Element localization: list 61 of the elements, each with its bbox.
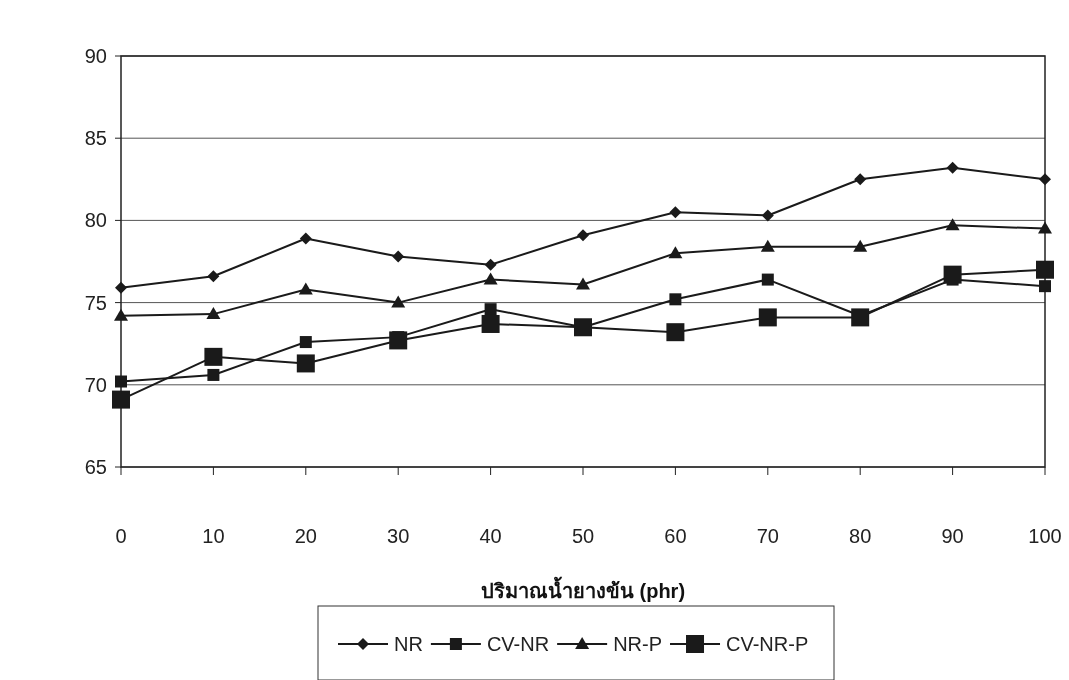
point [1038,221,1052,234]
point [298,282,313,295]
point [484,303,497,316]
legend-label: CV-NR-P [726,633,809,655]
x-tick-label: 100 [1028,525,1062,547]
point [115,375,127,388]
point [943,265,962,284]
point [669,206,682,219]
y-tick-label: 85 [84,127,107,150]
point [945,218,960,231]
y-tick-label: 90 [84,45,107,67]
point [391,295,406,308]
point [389,331,408,350]
legend-label: NR [394,633,423,655]
point [1036,260,1054,279]
point [758,308,777,327]
x-tick-label: 50 [571,525,595,547]
point [577,229,589,242]
point [114,308,128,321]
x-tick-label: 10 [202,525,225,547]
y-tick-label: 70 [84,373,107,396]
x-tick-label: 40 [479,525,502,547]
x-tick-label: 0 [115,525,127,547]
point [481,314,500,333]
point [1039,280,1051,293]
point [669,293,682,306]
point [760,239,775,252]
y-tick-label: 80 [84,209,107,232]
point [761,273,774,286]
x-tick-label: 20 [294,525,317,547]
point [761,209,774,222]
point [207,368,220,381]
point [576,277,590,290]
point [392,250,405,263]
point [668,246,683,259]
point [854,173,867,186]
point [296,354,315,373]
y-tick-label: 75 [84,291,107,314]
point [666,323,685,342]
point [115,281,127,294]
legend-label: NR-P [613,633,663,655]
legend-label: CV-NR [486,633,550,655]
x-tick-label: 80 [849,525,872,547]
point [484,258,497,271]
y-tick-label: 65 [84,456,107,478]
point [1039,173,1051,186]
point [112,390,130,409]
x-tick-label: 60 [664,525,687,547]
point [851,308,870,327]
point [206,307,221,320]
point [946,161,959,174]
x-axis-title: ปริมาณน้ำยางข้น (phr) [480,576,686,602]
x-tick-label: 30 [387,525,410,547]
x-tick-label: 90 [941,525,964,547]
point [299,232,312,245]
x-tick-label: 70 [756,525,779,547]
point [299,336,312,349]
point [204,347,223,366]
point [853,239,868,252]
point [483,272,498,285]
point [207,270,220,283]
